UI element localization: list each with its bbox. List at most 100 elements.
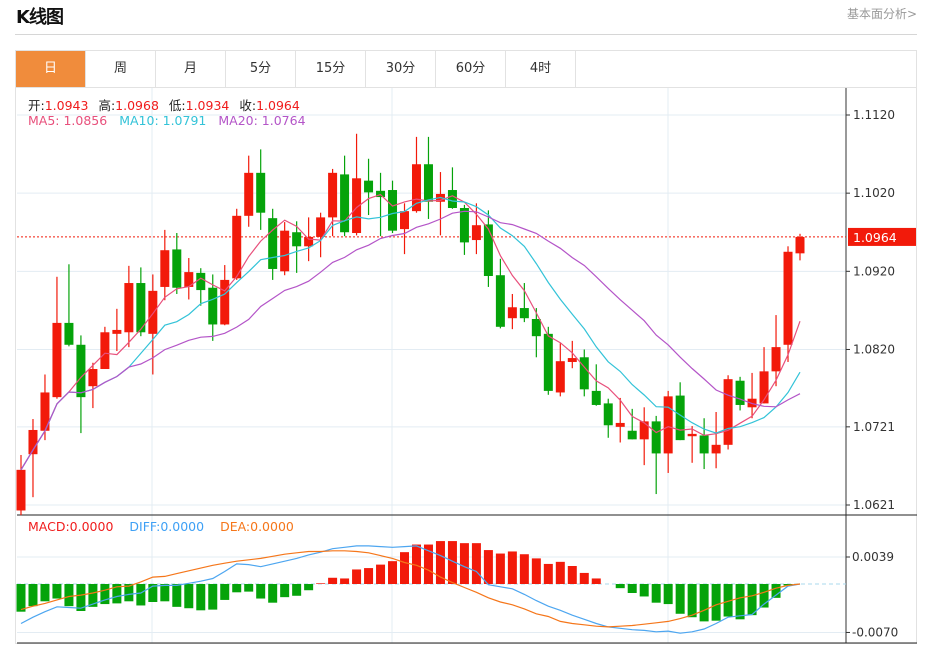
tab-month[interactable]: 月 xyxy=(156,51,226,87)
macd-bar xyxy=(172,584,182,607)
price-tick-label: 1.0621 xyxy=(853,498,895,512)
candle xyxy=(292,221,302,273)
macd-bar xyxy=(435,541,445,584)
candle xyxy=(16,454,26,516)
candle-body xyxy=(459,208,469,243)
macd-bar xyxy=(340,578,350,584)
candle-body xyxy=(519,308,529,319)
macd-bar xyxy=(208,584,218,610)
macd-bar xyxy=(579,572,589,584)
macd-bar xyxy=(423,544,433,584)
candle-body xyxy=(304,236,314,247)
ma10-legend: MA10: 1.0791 xyxy=(119,113,207,128)
price-tick-label: 1.1120 xyxy=(853,108,895,122)
candle xyxy=(411,136,421,213)
candle-body xyxy=(543,333,553,391)
candle-body xyxy=(675,395,685,441)
candle xyxy=(196,268,206,306)
candle xyxy=(651,415,661,495)
candle-body xyxy=(423,164,433,202)
macd-bar xyxy=(88,584,98,607)
candle-body xyxy=(639,421,649,440)
candle xyxy=(555,343,565,397)
candle xyxy=(160,229,170,301)
candle xyxy=(280,222,290,276)
candle xyxy=(507,293,517,330)
dea-line xyxy=(20,550,801,628)
candle-body xyxy=(651,421,661,454)
candle-body xyxy=(28,429,38,455)
period-tabs: 日 周 月 5分 15分 30分 60分 4时 xyxy=(16,51,916,88)
candle-body xyxy=(352,178,362,234)
ma10-line xyxy=(20,196,801,471)
tab-30min[interactable]: 30分 xyxy=(366,51,436,87)
tab-day[interactable]: 日 xyxy=(16,51,86,87)
candle xyxy=(675,382,685,441)
candle xyxy=(639,407,649,466)
candle xyxy=(184,258,194,300)
macd-bar xyxy=(567,566,577,584)
candle xyxy=(268,208,278,280)
open-value: 1.0943 xyxy=(44,98,89,113)
candle xyxy=(795,233,805,261)
macd-bar xyxy=(76,584,86,611)
ma20-line xyxy=(20,210,801,471)
candle-body xyxy=(723,379,733,445)
candle-body xyxy=(411,164,421,212)
candle xyxy=(76,335,86,434)
candle-body xyxy=(148,290,158,334)
macd-bar xyxy=(232,584,242,593)
tab-4hour[interactable]: 4时 xyxy=(506,51,576,87)
ma-legend: MA5: 1.0856 MA10: 1.0791 MA20: 1.0764 xyxy=(28,113,306,128)
candle xyxy=(124,265,134,348)
macd-bar xyxy=(304,584,314,591)
macd-bar xyxy=(411,544,421,584)
price-tick-label: 1.1020 xyxy=(853,186,895,200)
candle xyxy=(723,375,733,450)
candle xyxy=(579,349,589,397)
macd-bar xyxy=(687,584,697,618)
low-value: 1.0934 xyxy=(185,98,230,113)
candle-body xyxy=(579,357,589,390)
candle-body xyxy=(495,275,505,327)
tab-15min[interactable]: 15分 xyxy=(296,51,366,87)
candle xyxy=(435,172,445,236)
candle xyxy=(64,264,74,347)
macd-tick-label: 0.0039 xyxy=(852,550,894,564)
candle xyxy=(256,149,266,230)
macd-bar xyxy=(483,550,493,584)
macd-bar xyxy=(196,584,206,611)
macd-bar xyxy=(771,584,781,598)
candle xyxy=(783,246,793,362)
macd-bar xyxy=(459,543,469,584)
candle xyxy=(603,398,613,438)
candle-body xyxy=(220,279,230,325)
candle xyxy=(340,155,350,237)
macd-bar xyxy=(40,584,50,602)
macd-bar xyxy=(543,563,553,584)
candle-body xyxy=(759,371,769,404)
candle-body xyxy=(447,190,457,209)
candle-body xyxy=(52,322,62,398)
macd-bar xyxy=(495,553,505,584)
candle xyxy=(364,158,374,216)
close-value: 1.0964 xyxy=(256,98,300,113)
candle-body xyxy=(268,218,278,269)
price-tick-label: 1.0920 xyxy=(853,264,895,278)
candle-body xyxy=(172,249,182,288)
candle-body xyxy=(663,396,673,454)
tab-60min[interactable]: 60分 xyxy=(436,51,506,87)
candle xyxy=(459,204,469,255)
tab-week[interactable]: 周 xyxy=(86,51,156,87)
diff-line xyxy=(20,545,801,634)
tab-5min[interactable]: 5分 xyxy=(226,51,296,87)
candle-body xyxy=(316,217,326,237)
candle-body xyxy=(232,215,242,279)
fundamental-analysis-link[interactable]: 基本面分析> xyxy=(846,7,917,21)
macd-bar xyxy=(400,552,410,584)
candle-body xyxy=(783,251,793,345)
macd-bar xyxy=(663,584,673,605)
macd-bar xyxy=(16,584,26,612)
candle-body xyxy=(124,283,134,333)
